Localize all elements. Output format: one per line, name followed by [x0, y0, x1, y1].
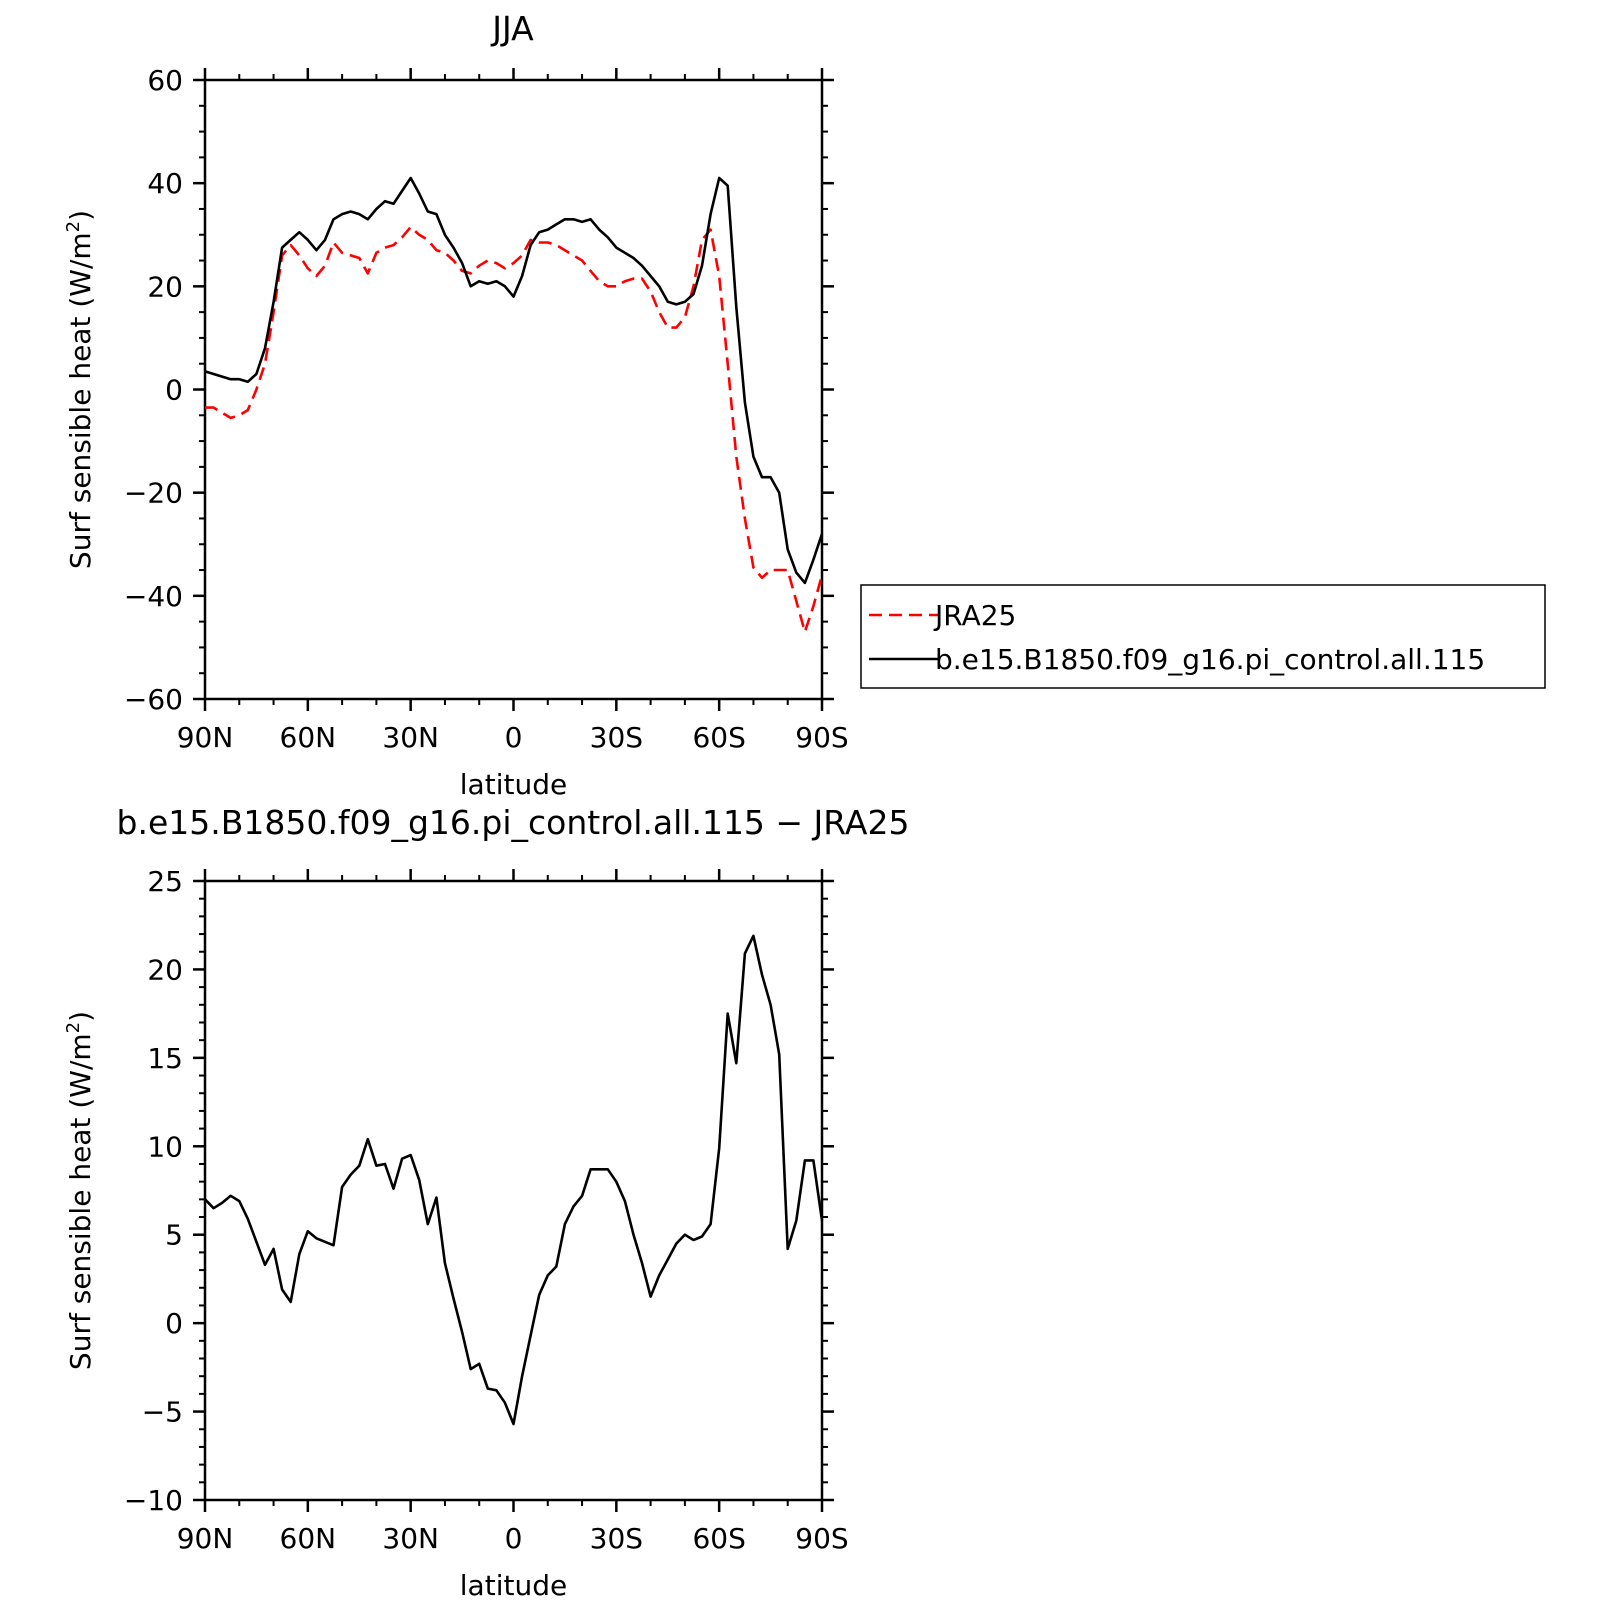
- x-tick-label: 0: [505, 1522, 523, 1555]
- x-axis-label: latitude: [460, 768, 567, 801]
- y-tick-label: −60: [124, 683, 183, 716]
- panel-1: JJA 90N 60N 30N 0 30S 60S 90S −60 −40 −20 0 20 40 60 la…: [63, 9, 1546, 801]
- y-tick-label: 0: [165, 1307, 183, 1340]
- x-tick-label: 90S: [795, 1522, 848, 1555]
- x-tick-label: 30S: [590, 721, 643, 754]
- x-tick-label: 60N: [280, 1522, 337, 1555]
- legend: JRA25 b.e15.B1850.f09_g16.pi_control.all.…: [860, 584, 1546, 689]
- panel-2: b.e15.B1850.f09_g16.pi_control.all.115 −…: [63, 803, 909, 1602]
- x-tick-label: 60N: [280, 721, 337, 754]
- y-axis-label: Surf sensible heat (W/m2): [63, 210, 97, 569]
- x-tick-label: 60S: [692, 1522, 745, 1555]
- legend-box: [860, 584, 1546, 689]
- y-axis-label: Surf sensible heat (W/m2): [63, 1011, 97, 1370]
- y-axis-label-close: ): [64, 1011, 97, 1022]
- x-tick-label: 0: [505, 721, 523, 754]
- x-axis-label: latitude: [460, 1569, 567, 1602]
- x-tick-label: 90S: [795, 721, 848, 754]
- x-tick-label: 90N: [177, 721, 234, 754]
- y-tick-label: −40: [124, 580, 183, 613]
- x-tick-label: 30N: [382, 721, 439, 754]
- x-tick-label: 60S: [692, 721, 745, 754]
- y-tick-label: 10: [147, 1130, 183, 1163]
- y-axis-label-close: ): [64, 210, 97, 221]
- y-axis-label-main: Surf sensible heat (W/m: [64, 1033, 97, 1370]
- legend-label-2: b.e15.B1850.f09_g16.pi_control.all.115: [935, 643, 1485, 676]
- plot-frame: [203, 879, 824, 1502]
- y-tick-label: −20: [124, 477, 183, 510]
- series-line-1: [204, 934, 824, 1426]
- x-tick-label: 30S: [590, 1522, 643, 1555]
- y-tick-label: −5: [142, 1396, 183, 1429]
- chart-title: b.e15.B1850.f09_g16.pi_control.all.115 −…: [117, 803, 910, 842]
- y-axis-label-main: Surf sensible heat (W/m: [64, 232, 97, 569]
- y-tick-label: 15: [147, 1042, 183, 1075]
- y-tick-label: 20: [147, 270, 183, 303]
- x-tick-label: 90N: [177, 1522, 234, 1555]
- y-tick-label: 40: [147, 167, 183, 200]
- series-line-2: [204, 176, 824, 585]
- y-tick-label: 60: [147, 64, 183, 97]
- y-tick-label: 0: [165, 374, 183, 407]
- legend-label-1: JRA25: [933, 599, 1016, 632]
- y-axis-label-superscript: 2: [63, 221, 84, 232]
- y-tick-label: 25: [147, 865, 183, 898]
- y-axis-label-superscript: 2: [63, 1022, 84, 1033]
- series-line-1: [205, 225, 824, 634]
- x-tick-label: 30N: [382, 1522, 439, 1555]
- chart-title: JJA: [490, 9, 534, 48]
- y-tick-label: 5: [165, 1219, 183, 1252]
- y-tick-label: −10: [124, 1484, 183, 1517]
- y-tick-label: 20: [147, 953, 183, 986]
